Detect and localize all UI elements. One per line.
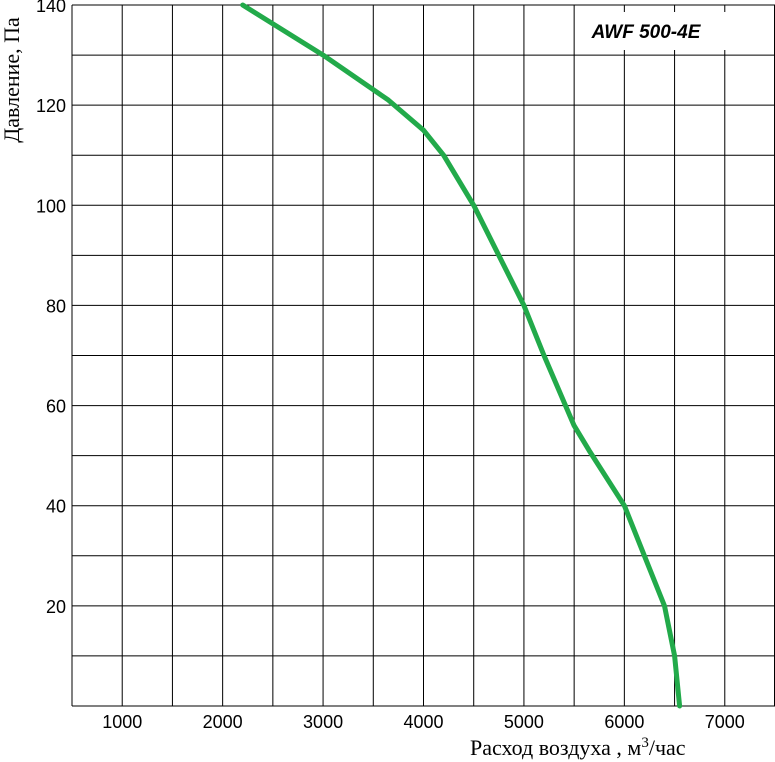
- x-tick-label: 3000: [303, 712, 343, 732]
- y-axis-title: Давление, Па: [0, 17, 24, 143]
- x-tick-label: 5000: [504, 712, 544, 732]
- y-tick-label: 80: [46, 296, 66, 316]
- series-line: [240, 2, 683, 709]
- grid-lines: [72, 4, 775, 706]
- y-tick-label: 100: [36, 196, 66, 216]
- model-label-box: [576, 12, 728, 50]
- y-tick-label: 140: [36, 0, 66, 16]
- y-tick-labels: 20 40 60 80 100 120 140: [36, 0, 66, 617]
- x-tick-label: 4000: [403, 712, 443, 732]
- x-axis-title-tail: /час: [649, 735, 686, 760]
- series-layer: [240, 2, 683, 709]
- y-tick-label: 120: [36, 96, 66, 116]
- x-tick-label: 6000: [604, 712, 644, 732]
- x-axis-title: Расход воздуха , м3/час: [470, 735, 686, 760]
- y-tick-label: 60: [46, 397, 66, 417]
- x-tick-label: 2000: [203, 712, 243, 732]
- y-tick-label: 40: [46, 497, 66, 517]
- x-tick-label: 1000: [102, 712, 142, 732]
- x-tick-label: 7000: [705, 712, 745, 732]
- chart-title: AWF 500-4E: [591, 22, 702, 43]
- x-tick-labels: 1000 2000 3000 4000 5000 6000 7000: [102, 712, 745, 732]
- x-axis-title-sup: 3: [641, 735, 649, 751]
- x-axis-title-main: Расход воздуха , м: [470, 735, 641, 760]
- y-tick-label: 20: [46, 597, 66, 617]
